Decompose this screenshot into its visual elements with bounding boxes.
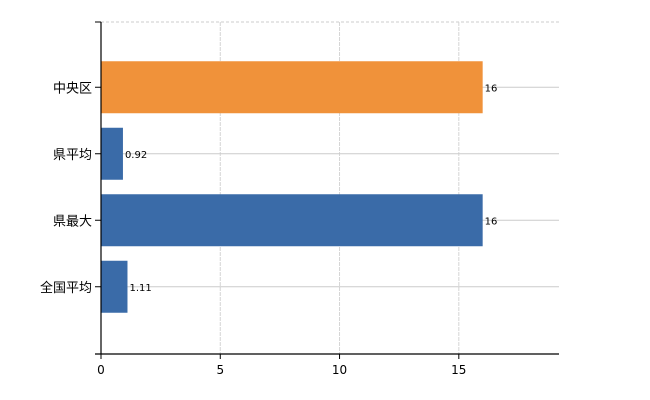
bar-value-label: 0.92 [125, 150, 147, 161]
bar-value-label: 1.11 [129, 283, 151, 294]
bar[interactable] [101, 194, 483, 247]
category-label: 県最大 [53, 214, 92, 229]
bar-value-label: 16 [485, 83, 498, 94]
x-tick-label: 5 [216, 363, 224, 377]
bar[interactable] [101, 260, 128, 313]
category-label: 全国平均 [40, 280, 92, 296]
bar-value-label: 16 [485, 216, 498, 227]
category-label: 県平均 [53, 148, 92, 163]
category-label: 中央区 [53, 81, 92, 96]
x-tick-label: 0 [97, 363, 105, 377]
x-tick-label: 10 [332, 363, 347, 377]
bar[interactable] [101, 61, 483, 114]
bar[interactable] [101, 127, 123, 180]
x-tick-label: 15 [451, 363, 466, 377]
